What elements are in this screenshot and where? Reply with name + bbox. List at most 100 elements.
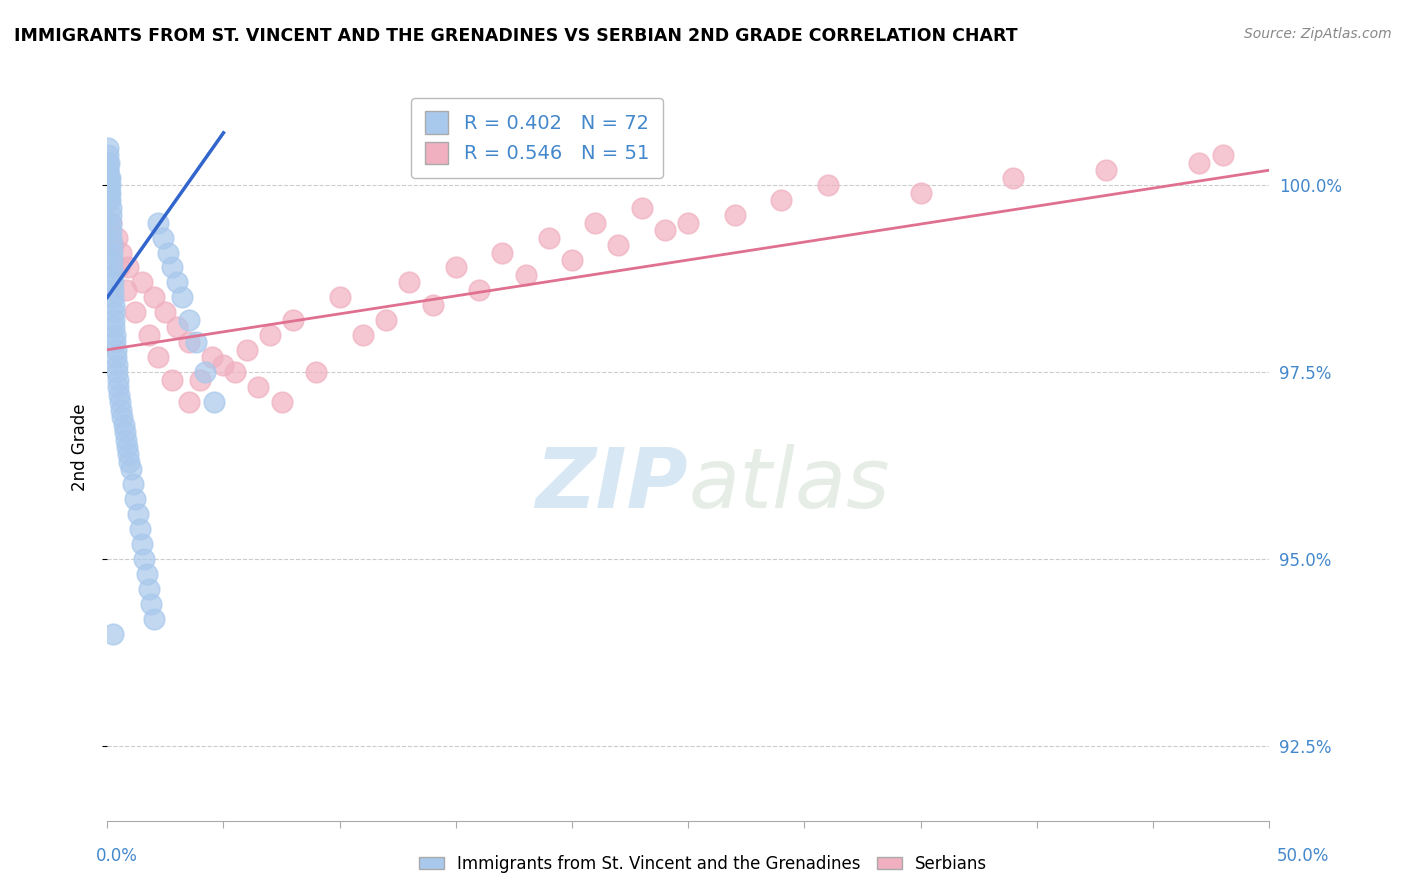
Y-axis label: 2nd Grade: 2nd Grade: [72, 403, 89, 491]
Point: [127, 508, 149, 522]
Point: [561, 252, 583, 267]
Point: [170, 290, 193, 304]
Point: [131, 276, 153, 290]
Point: [468, 283, 491, 297]
Point: [103, 313, 125, 327]
Point: [184, 335, 207, 350]
Point: [105, 350, 128, 364]
Point: [131, 537, 153, 551]
Point: [108, 395, 131, 409]
Point: [103, 305, 125, 319]
Point: [148, 216, 170, 230]
Legend: Immigrants from St. Vincent and the Grenadines, Serbians: Immigrants from St. Vincent and the Gren…: [412, 848, 994, 880]
Point: [104, 343, 127, 357]
Point: [162, 373, 184, 387]
Point: [724, 208, 747, 222]
Point: [212, 358, 235, 372]
Point: [101, 252, 124, 267]
Point: [135, 567, 157, 582]
Point: [121, 477, 143, 491]
Point: [98, 170, 121, 185]
Point: [148, 350, 170, 364]
Point: [375, 313, 398, 327]
Point: [101, 245, 124, 260]
Point: [108, 387, 131, 401]
Point: [910, 186, 932, 200]
Point: [100, 216, 122, 230]
Point: [98, 193, 121, 207]
Point: [283, 313, 305, 327]
Point: [142, 612, 165, 626]
Point: [162, 260, 184, 275]
Point: [115, 440, 138, 454]
Point: [583, 216, 606, 230]
Point: [1188, 155, 1211, 169]
Point: [166, 320, 188, 334]
Point: [98, 178, 121, 193]
Point: [444, 260, 467, 275]
Point: [112, 417, 135, 432]
Point: [491, 245, 513, 260]
Point: [305, 365, 328, 379]
Point: [101, 268, 124, 282]
Point: [654, 223, 676, 237]
Point: [515, 268, 537, 282]
Point: [202, 395, 225, 409]
Text: Source: ZipAtlas.com: Source: ZipAtlas.com: [1244, 27, 1392, 41]
Point: [1095, 163, 1118, 178]
Point: [247, 380, 270, 394]
Point: [105, 230, 128, 244]
Text: IMMIGRANTS FROM ST. VINCENT AND THE GRENADINES VS SERBIAN 2ND GRADE CORRELATION : IMMIGRANTS FROM ST. VINCENT AND THE GREN…: [14, 27, 1018, 45]
Point: [118, 455, 141, 469]
Text: atlas: atlas: [688, 444, 890, 524]
Point: [108, 260, 131, 275]
Point: [107, 380, 129, 394]
Point: [101, 238, 124, 252]
Point: [156, 245, 179, 260]
Point: [398, 276, 420, 290]
Legend: R = 0.402   N = 72, R = 0.546   N = 51: R = 0.402 N = 72, R = 0.546 N = 51: [412, 97, 662, 178]
Point: [422, 298, 444, 312]
Point: [224, 365, 246, 379]
Point: [141, 597, 163, 611]
Point: [329, 290, 352, 304]
Point: [201, 350, 224, 364]
Point: [100, 216, 122, 230]
Point: [115, 433, 138, 447]
Point: [110, 245, 132, 260]
Point: [114, 425, 136, 439]
Point: [177, 335, 200, 350]
Point: [142, 290, 165, 304]
Point: [105, 365, 128, 379]
Point: [97, 148, 120, 162]
Point: [155, 305, 177, 319]
Point: [770, 193, 793, 207]
Point: [97, 155, 120, 169]
Point: [188, 373, 211, 387]
Point: [98, 193, 121, 207]
Point: [1212, 148, 1234, 162]
Point: [97, 163, 120, 178]
Point: [352, 327, 374, 342]
Point: [100, 208, 122, 222]
Point: [98, 186, 121, 200]
Point: [117, 447, 139, 461]
Point: [103, 290, 125, 304]
Point: [630, 201, 652, 215]
Point: [111, 410, 134, 425]
Point: [97, 141, 120, 155]
Point: [259, 327, 281, 342]
Point: [138, 327, 160, 342]
Point: [103, 320, 125, 334]
Point: [676, 216, 699, 230]
Point: [134, 552, 156, 566]
Point: [100, 238, 122, 252]
Point: [120, 462, 142, 476]
Point: [104, 327, 127, 342]
Point: [98, 186, 121, 200]
Point: [97, 170, 120, 185]
Point: [103, 298, 125, 312]
Point: [110, 402, 132, 417]
Text: 50.0%: 50.0%: [1277, 847, 1329, 865]
Point: [128, 522, 150, 536]
